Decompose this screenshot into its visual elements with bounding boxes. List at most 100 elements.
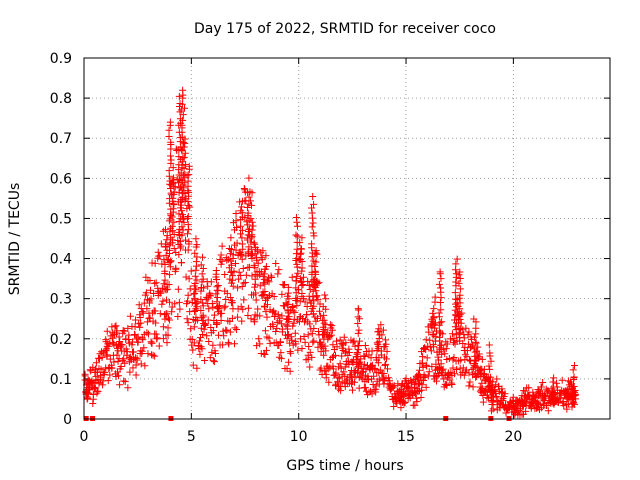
data-point-marker (241, 279, 249, 287)
data-point-marker (308, 209, 316, 217)
data-point-marker (258, 256, 266, 264)
data-point-marker (327, 331, 335, 339)
data-point-marker (465, 356, 473, 364)
data-point-marker (95, 379, 103, 387)
data-point-marker (138, 347, 146, 355)
data-point-marker (456, 291, 464, 299)
data-point-marker (287, 333, 295, 341)
data-point-marker (487, 357, 495, 365)
data-point-marker (105, 342, 113, 350)
data-point-marker (151, 279, 159, 287)
data-point-marker (314, 327, 322, 335)
data-point-marker (143, 329, 151, 337)
data-point-marker (292, 284, 300, 292)
data-point-marker (168, 222, 176, 230)
data-point-marker (404, 382, 412, 390)
data-point-marker (183, 315, 191, 323)
plot-frame (83, 57, 611, 420)
data-point-marker (213, 286, 221, 294)
data-point-marker (238, 255, 246, 263)
data-point-marker (180, 153, 188, 161)
data-point-marker (369, 381, 377, 389)
data-point-marker (306, 320, 314, 328)
data-point-marker (434, 353, 442, 361)
data-point-marker (261, 265, 269, 273)
data-point-marker (167, 138, 175, 146)
data-point-marker (172, 264, 180, 272)
x-axis-label: GPS time / hours (286, 458, 403, 474)
data-point-marker (199, 317, 207, 325)
data-point-marker (309, 310, 317, 318)
data-point-marker (323, 328, 331, 336)
data-point-marker (167, 156, 175, 164)
data-point-marker (430, 314, 438, 322)
data-point-marker (333, 337, 341, 345)
data-point-marker (415, 366, 423, 374)
data-point-marker (390, 402, 398, 410)
data-point-marker (185, 192, 193, 200)
data-point-marker (163, 339, 171, 347)
data-point-marker (558, 376, 566, 384)
data-point-marker (159, 335, 167, 343)
data-point-marker (151, 259, 159, 267)
data-point-marker (425, 368, 433, 376)
data-point-marker (219, 341, 227, 349)
data-point-marker (261, 296, 269, 304)
data-point-marker (185, 171, 193, 179)
data-point-marker (162, 242, 170, 250)
data-point-marker (448, 330, 456, 338)
data-point-marker (449, 364, 457, 372)
data-point-marker (326, 333, 334, 341)
data-point-marker (183, 205, 191, 213)
data-point-marker (413, 398, 421, 406)
data-point-marker (149, 351, 157, 359)
data-point-marker (178, 193, 186, 201)
data-point-marker (136, 323, 144, 331)
data-point-marker (237, 207, 245, 215)
data-point-marker (479, 398, 487, 406)
data-point-marker (199, 313, 207, 321)
data-point-marker (292, 250, 300, 258)
data-point-marker (429, 341, 437, 349)
data-point-marker (238, 317, 246, 325)
data-point-marker (168, 236, 176, 244)
data-point-marker (471, 348, 479, 356)
data-point-marker (438, 366, 446, 374)
data-point-marker (271, 312, 279, 320)
data-point-marker (431, 293, 439, 301)
data-point-marker (431, 324, 439, 332)
data-point-marker (251, 240, 259, 248)
data-point-marker (233, 325, 241, 333)
data-point-marker (502, 409, 510, 417)
data-point-marker (309, 338, 317, 346)
data-point-marker (201, 321, 209, 329)
data-point-marker (372, 388, 380, 396)
data-point-marker (460, 334, 468, 342)
data-point-marker (265, 334, 273, 342)
data-point-marker (191, 280, 199, 288)
data-point-marker (470, 333, 478, 341)
data-point-marker (139, 336, 147, 344)
data-point-marker (108, 364, 116, 372)
data-point-marker (130, 348, 138, 356)
data-point-marker (292, 340, 300, 348)
data-point-marker (151, 352, 159, 360)
data-point-marker (123, 348, 131, 356)
data-point-marker (284, 283, 292, 291)
data-point-marker (116, 381, 124, 389)
y-tick-label: 0.3 (50, 292, 72, 308)
data-point-marker (432, 360, 440, 368)
data-point-marker (310, 232, 318, 240)
data-point-marker (170, 200, 178, 208)
data-point-marker (525, 384, 533, 392)
data-point-marker (164, 331, 172, 339)
data-point-marker (209, 303, 217, 311)
data-point-marker (187, 325, 195, 333)
data-point-marker (472, 339, 480, 347)
data-point-marker (182, 273, 190, 281)
data-point-marker (289, 302, 297, 310)
data-point-marker (544, 407, 552, 415)
data-point-marker (144, 350, 152, 358)
data-point-marker (428, 317, 436, 325)
